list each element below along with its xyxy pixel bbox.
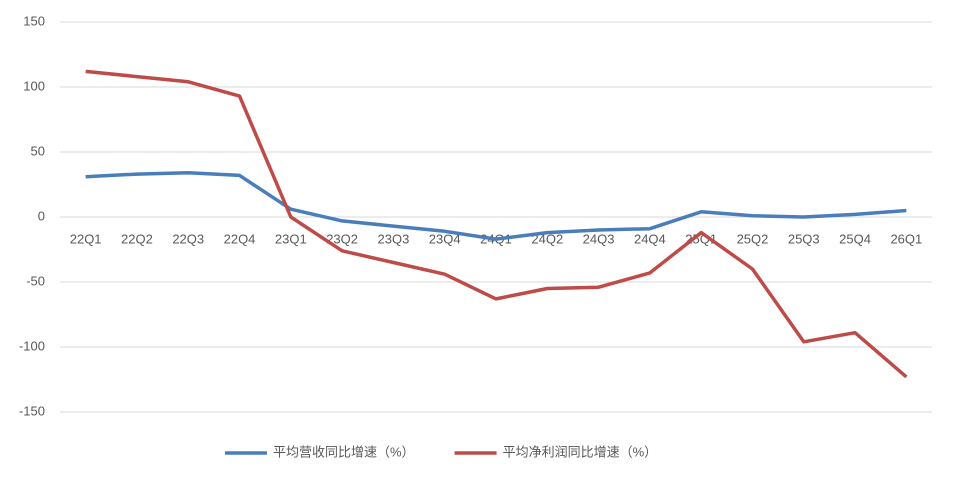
x-tick-label: 25Q3 [788, 231, 820, 246]
series-line [85, 171, 907, 241]
x-tick-label: 25Q2 [737, 231, 769, 246]
x-tick-label: 23Q2 [326, 231, 358, 246]
x-tick-label: 25Q4 [839, 231, 871, 246]
y-tick-label: -150 [19, 403, 45, 418]
x-tick-label: 24Q4 [634, 231, 666, 246]
x-tick-label: 22Q4 [224, 231, 256, 246]
y-tick-label: 100 [23, 78, 45, 93]
y-tick-label: 0 [38, 208, 45, 223]
x-tick-label: 24Q3 [583, 231, 615, 246]
x-tick-label: 23Q4 [429, 231, 461, 246]
x-tick-label: 23Q3 [378, 231, 410, 246]
x-tick-label: 23Q1 [275, 231, 307, 246]
y-tick-label: 50 [31, 143, 45, 158]
y-tick-label: -100 [19, 338, 45, 353]
y-tick-label: 150 [23, 13, 45, 28]
x-tick-label: 25Q1 [685, 231, 717, 246]
y-tick-label: -50 [26, 273, 45, 288]
legend-label: 平均净利润同比增速（%） [503, 444, 658, 459]
x-tick-label: 22Q3 [172, 231, 204, 246]
series-line [85, 69, 908, 379]
x-tick-label: 26Q1 [890, 231, 922, 246]
x-tick-label: 22Q2 [121, 231, 153, 246]
legend-label: 平均营收同比增速（%） [273, 444, 415, 459]
x-tick-label: 22Q1 [70, 231, 102, 246]
